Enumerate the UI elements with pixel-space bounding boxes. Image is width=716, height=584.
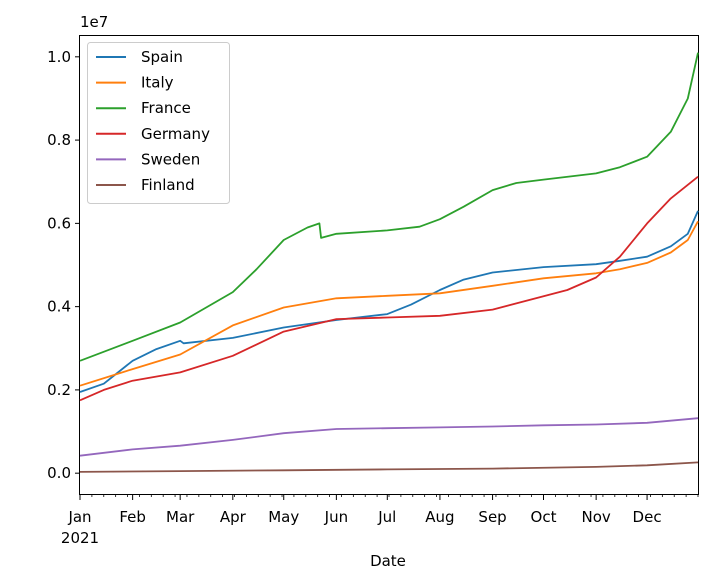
- x-tick-label: Jan: [67, 508, 91, 526]
- series-line-france: [79, 52, 699, 362]
- y-tick-label: 0.0: [47, 464, 71, 482]
- x-tick-label: Nov: [581, 508, 610, 526]
- y-tick-label: 0.8: [47, 131, 71, 149]
- x-axis-label: Date: [370, 552, 406, 570]
- legend-label: Sweden: [141, 150, 200, 168]
- legend-label: Spain: [141, 48, 183, 66]
- series-line-italy: [79, 220, 699, 387]
- y-tick-label: 0.2: [47, 381, 71, 399]
- series-line-sweden: [79, 417, 699, 457]
- x-tick-label: Feb: [119, 508, 146, 526]
- y-tick-label: 0.4: [47, 298, 71, 316]
- y-axis: 0.0 0.2 0.4 0.6 0.8 1.0: [47, 48, 80, 482]
- x-tick-label: Jun: [324, 508, 348, 526]
- y-tick-label: 1.0: [47, 48, 71, 66]
- x-tick-label: May: [268, 508, 299, 526]
- x-tick-sublabel: 2021: [61, 529, 99, 547]
- x-tick-label: Mar: [166, 508, 195, 526]
- x-tick-label: Jul: [377, 508, 396, 526]
- y-tick-label: 0.6: [47, 214, 71, 232]
- series-line-finland: [79, 461, 699, 473]
- series-layer: [79, 52, 699, 473]
- legend: Spain Italy France Germany Sweden Finland: [87, 42, 230, 204]
- x-tick-label: Aug: [425, 508, 454, 526]
- x-tick-label: Sep: [478, 508, 506, 526]
- legend-label: Germany: [141, 125, 210, 143]
- x-axis: Jan 2021 Feb Mar Apr May Jun Jul Aug Sep Oct Nov Dec: [61, 494, 699, 547]
- x-tick-label: Dec: [633, 508, 662, 526]
- legend-label: Finland: [141, 176, 195, 194]
- x-tick-label: Apr: [220, 508, 247, 526]
- legend-label: Italy: [141, 74, 174, 92]
- series-line-germany: [79, 175, 699, 402]
- series-line-spain: [79, 210, 699, 393]
- x-tick-label: Oct: [531, 508, 557, 526]
- y-offset-label: 1e7: [80, 13, 108, 31]
- legend-label: France: [141, 99, 191, 117]
